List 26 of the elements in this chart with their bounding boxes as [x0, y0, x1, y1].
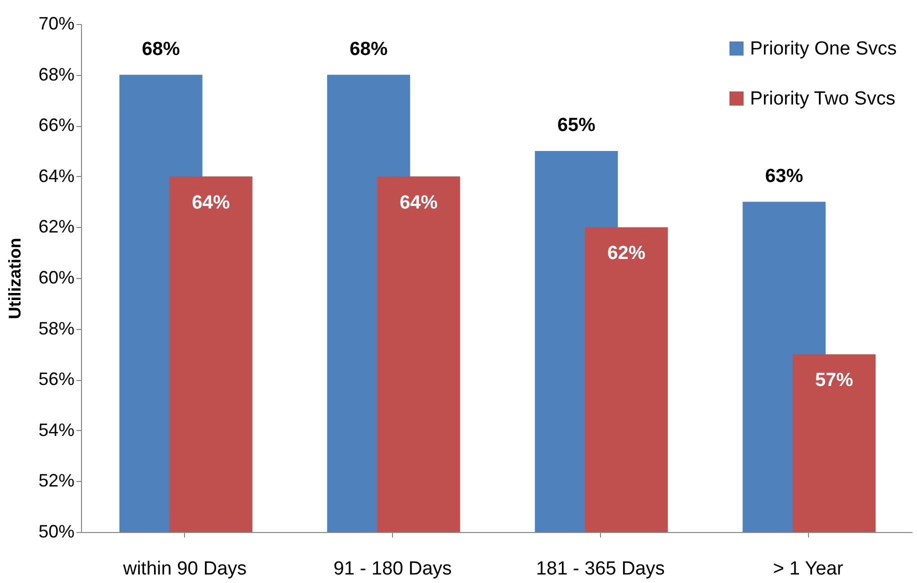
y-tick-label: 62%: [38, 216, 74, 237]
x-tick-label: > 1 Year: [772, 558, 844, 580]
y-tick-label: 70%: [38, 14, 74, 34]
y-axis-title: Utilization: [5, 238, 24, 320]
data-label: 64%: [400, 192, 438, 214]
x-tick-label: 91 - 180 Days: [333, 558, 452, 580]
data-label: 57%: [815, 370, 854, 392]
data-label: 64%: [192, 192, 230, 214]
y-tick-label: 52%: [38, 470, 74, 491]
data-label: 68%: [142, 38, 180, 60]
data-label: 62%: [607, 243, 646, 264]
y-tick-label: 64%: [38, 166, 74, 186]
legend-label: Priority Two Svcs: [750, 88, 896, 110]
y-tick-label: 58%: [38, 318, 74, 338]
y-tick-label: 50%: [38, 522, 74, 542]
y-tick-label: 66%: [38, 115, 74, 136]
y-tick-label: 54%: [38, 420, 74, 440]
y-tick-label: 60%: [38, 268, 74, 288]
x-tick-label: within 90 Days: [122, 558, 247, 580]
legend-label: Priority One Svcs: [750, 38, 897, 60]
data-label: 65%: [557, 115, 596, 136]
y-tick-label: 56%: [38, 369, 74, 390]
y-tick-label: 68%: [38, 64, 74, 84]
x-tick-label: 181 - 365 Days: [536, 558, 665, 580]
data-label: 63%: [765, 166, 804, 187]
data-label: 68%: [350, 38, 388, 60]
